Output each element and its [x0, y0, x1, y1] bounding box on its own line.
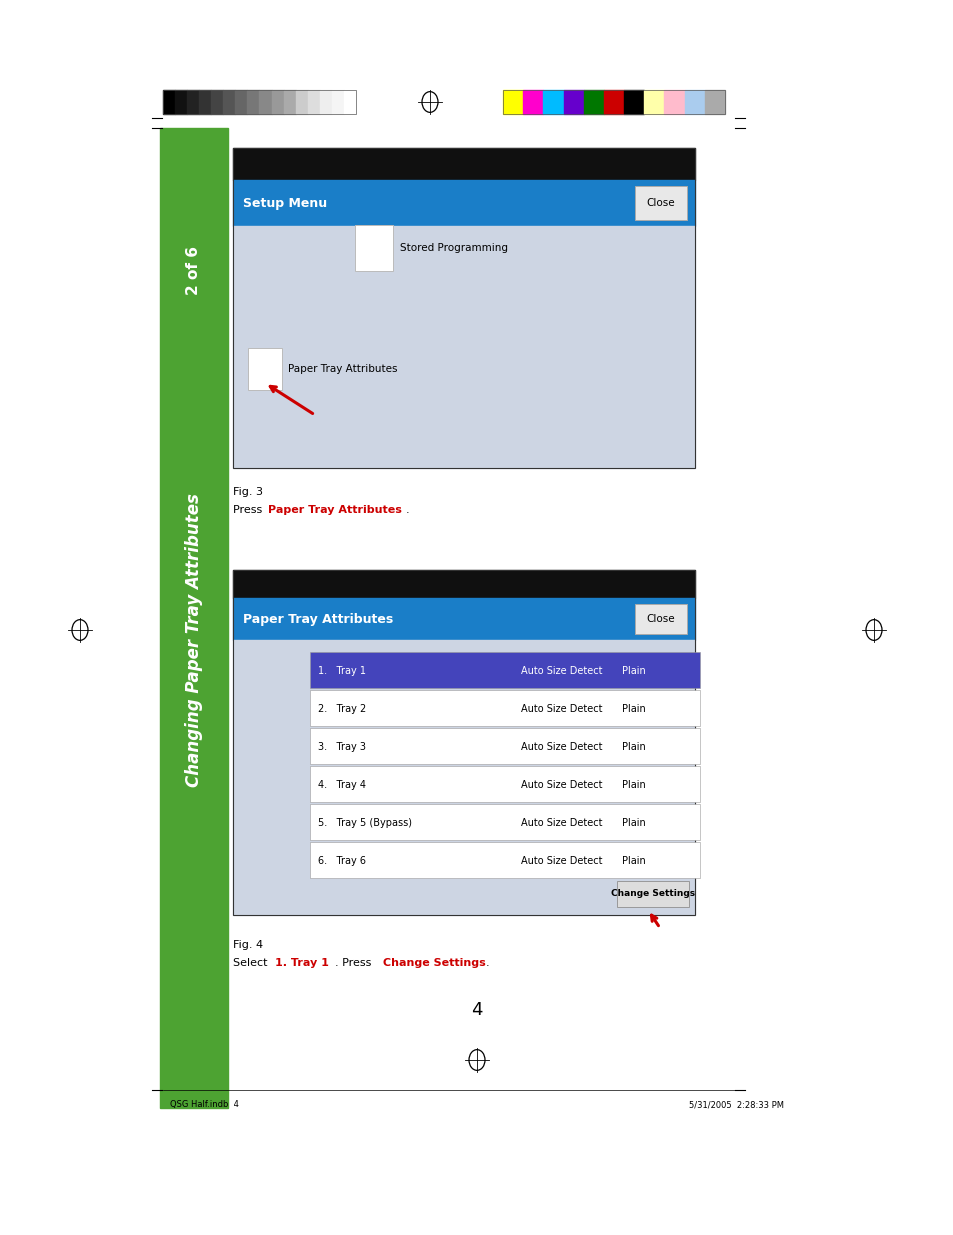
Text: 4: 4 [471, 1002, 482, 1019]
Text: 5/31/2005  2:28:33 PM: 5/31/2005 2:28:33 PM [688, 1100, 783, 1109]
Text: 5.   Tray 5 (Bypass): 5. Tray 5 (Bypass) [317, 818, 412, 827]
Text: 2 of 6: 2 of 6 [186, 246, 201, 294]
Bar [332, 90, 344, 114]
Bar [617, 881, 688, 906]
Bar [310, 842, 700, 878]
Bar [310, 766, 700, 802]
Text: Auto Size Detect: Auto Size Detect [520, 856, 601, 866]
Text: .: . [485, 958, 489, 968]
Bar [247, 90, 259, 114]
Bar [211, 90, 223, 114]
Bar [563, 90, 583, 114]
Text: Fig. 4: Fig. 4 [233, 940, 263, 950]
Bar [295, 90, 308, 114]
Bar [233, 180, 695, 226]
Bar [543, 90, 563, 114]
Text: Change Settings: Change Settings [382, 958, 485, 968]
Text: Setup Menu: Setup Menu [243, 196, 327, 210]
Bar [310, 804, 700, 840]
Text: 3.   Tray 3: 3. Tray 3 [317, 742, 366, 752]
Bar [355, 225, 393, 270]
Text: Auto Size Detect: Auto Size Detect [520, 666, 601, 676]
Bar [233, 640, 695, 915]
Bar [344, 90, 355, 114]
Bar [160, 128, 228, 1108]
Text: Paper Tray Attributes: Paper Tray Attributes [288, 364, 397, 374]
Text: Changing Paper Tray Attributes: Changing Paper Tray Attributes [185, 493, 203, 787]
Text: Select: Select [233, 958, 271, 968]
Bar [583, 90, 603, 114]
Bar [163, 90, 355, 114]
Bar [199, 90, 211, 114]
Bar [704, 90, 724, 114]
Bar [663, 90, 684, 114]
Text: Stored Programming: Stored Programming [399, 243, 507, 253]
Text: 2.   Tray 2: 2. Tray 2 [317, 704, 366, 714]
Bar [233, 226, 695, 468]
Bar [502, 90, 724, 114]
Text: Auto Size Detect: Auto Size Detect [520, 742, 601, 752]
Bar [283, 90, 295, 114]
Bar [310, 727, 700, 764]
Bar [623, 90, 643, 114]
Text: Close: Close [646, 198, 675, 207]
Text: Plain: Plain [621, 742, 645, 752]
Bar [233, 571, 695, 598]
Text: Auto Size Detect: Auto Size Detect [520, 704, 601, 714]
Bar [233, 571, 695, 915]
Bar [308, 90, 319, 114]
Text: 6.   Tray 6: 6. Tray 6 [317, 856, 366, 866]
Bar [272, 90, 283, 114]
Bar [233, 598, 695, 640]
Bar [175, 90, 187, 114]
FancyBboxPatch shape [635, 186, 686, 220]
Bar [223, 90, 235, 114]
Text: Close: Close [646, 614, 675, 624]
Bar [310, 652, 700, 688]
Text: Change Settings: Change Settings [610, 889, 695, 899]
Text: Plain: Plain [621, 781, 645, 790]
Bar [643, 90, 663, 114]
Text: Paper Tray Attributes: Paper Tray Attributes [243, 613, 393, 625]
Text: Auto Size Detect: Auto Size Detect [520, 781, 601, 790]
Text: Plain: Plain [621, 856, 645, 866]
Bar [233, 148, 695, 180]
Text: Plain: Plain [621, 818, 645, 827]
FancyBboxPatch shape [635, 604, 686, 634]
Bar [502, 90, 522, 114]
Bar [248, 348, 282, 390]
Text: 4.   Tray 4: 4. Tray 4 [317, 781, 366, 790]
Text: 1.   Tray 1: 1. Tray 1 [317, 666, 366, 676]
Text: 1. Tray 1: 1. Tray 1 [274, 958, 329, 968]
Text: Fig. 3: Fig. 3 [233, 487, 263, 496]
Text: . Press: . Press [335, 958, 375, 968]
Text: Press: Press [233, 505, 266, 515]
Bar [603, 90, 623, 114]
Text: QSG Half.indb  4: QSG Half.indb 4 [170, 1100, 238, 1109]
Bar [684, 90, 704, 114]
Bar [310, 690, 700, 726]
Text: Auto Size Detect: Auto Size Detect [520, 818, 601, 827]
Text: .: . [406, 505, 409, 515]
Bar [187, 90, 199, 114]
Bar [259, 90, 272, 114]
Bar [522, 90, 543, 114]
Bar [235, 90, 247, 114]
Bar [233, 148, 695, 468]
Text: Plain: Plain [621, 704, 645, 714]
Bar [319, 90, 332, 114]
Text: Plain: Plain [621, 666, 645, 676]
Bar [163, 90, 175, 114]
Text: Paper Tray Attributes: Paper Tray Attributes [268, 505, 401, 515]
